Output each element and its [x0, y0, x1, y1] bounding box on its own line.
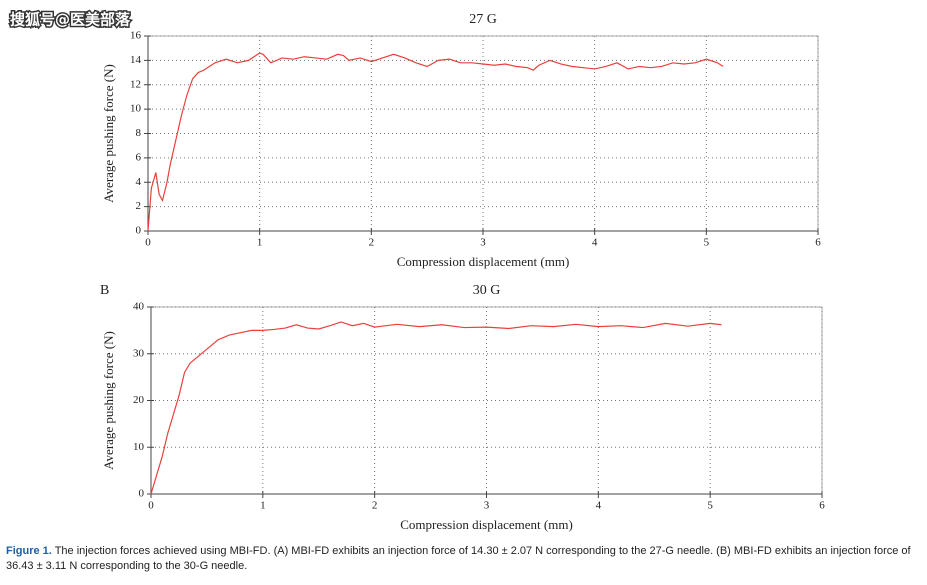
figure: 搜狐号@医美部落 27 G Compression displacement (m… [9, 9, 826, 532]
data-line [147, 52, 724, 232]
chart-title: 30 G [473, 283, 501, 298]
x-tick-label: 6 [819, 500, 825, 512]
y-tick-label: 10 [130, 103, 142, 115]
y-tick-label: 16 [130, 30, 142, 42]
y-tick-label: 20 [133, 394, 145, 406]
y-axis-label: Average pushing force (N) [101, 331, 116, 470]
x-tick-label: 1 [257, 237, 263, 249]
y-tick-label: 6 [136, 151, 142, 163]
x-axis-label: Compression displacement (mm) [400, 517, 573, 532]
y-tick-label: 4 [136, 176, 142, 188]
x-axis-label: Compression displacement (mm) [397, 254, 570, 269]
x-tick-label: 5 [704, 237, 710, 249]
y-tick-label: 0 [136, 225, 142, 237]
y-tick-label: 12 [130, 78, 141, 90]
x-tick-label: 1 [260, 500, 266, 512]
x-tick-label: 0 [145, 237, 151, 249]
y-tick-label: 30 [133, 347, 145, 359]
y-tick-label: 14 [130, 54, 142, 66]
y-tick-label: 10 [133, 441, 145, 453]
x-tick-label: 2 [372, 500, 378, 512]
x-tick-label: 6 [815, 237, 821, 249]
y-tick-label: 2 [136, 200, 142, 212]
chart-title: 27 G [469, 12, 497, 27]
x-tick-label: 4 [596, 500, 602, 512]
x-tick-label: 5 [707, 500, 713, 512]
y-axis-label: Average pushing force (N) [101, 64, 116, 203]
caption-text: The injection forces achieved using MBI-… [6, 545, 911, 572]
caption-label: Figure 1. [6, 545, 52, 557]
panel-label: B [100, 283, 109, 298]
y-tick-label: 40 [133, 301, 145, 313]
caption: Figure 1. The injection forces achieved … [6, 544, 921, 574]
x-tick-label: 3 [480, 237, 486, 249]
y-tick-label: 0 [139, 488, 145, 500]
x-tick-label: 4 [592, 237, 598, 249]
y-tick-label: 8 [136, 127, 142, 139]
x-tick-label: 3 [484, 500, 490, 512]
x-tick-label: 0 [148, 500, 154, 512]
data-line [150, 321, 722, 495]
watermark: 搜狐号@医美部落 [10, 11, 131, 29]
x-tick-label: 2 [369, 237, 375, 249]
